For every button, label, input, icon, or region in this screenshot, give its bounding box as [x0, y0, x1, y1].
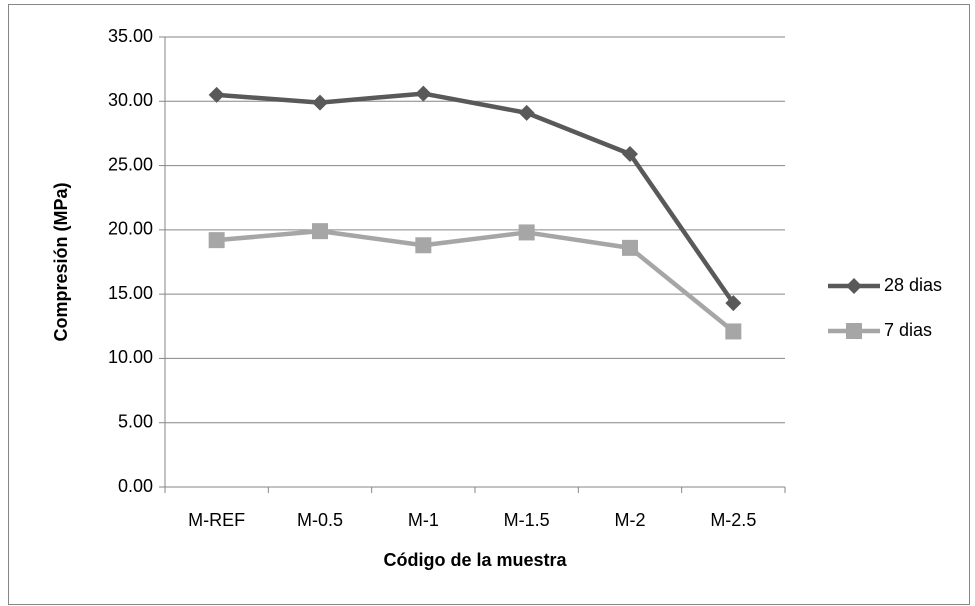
x-tick-label: M-0.5: [297, 510, 343, 530]
data-point: [415, 237, 432, 254]
x-axis-title: Código de la muestra: [383, 550, 567, 570]
data-point: [415, 85, 432, 102]
x-tick-label: M-REF: [188, 510, 245, 530]
data-point: [312, 223, 328, 240]
x-tick-label: M-1.5: [504, 510, 550, 530]
x-tick-label: M-2.5: [710, 510, 756, 530]
x-tick-label: M-2: [615, 510, 646, 530]
data-point: [622, 239, 638, 256]
y-tick-label: 25.00: [108, 154, 153, 174]
x-tick-label: M-1: [408, 510, 439, 530]
y-tick-label: 30.00: [108, 90, 153, 110]
legend-marker: [846, 278, 862, 294]
data-point: [725, 323, 742, 340]
data-point: [725, 295, 742, 312]
y-tick-label: 0.00: [118, 476, 153, 496]
data-point: [312, 94, 328, 111]
data-point: [622, 146, 638, 162]
legend-marker: [846, 323, 862, 339]
y-tick-label: 5.00: [118, 411, 153, 431]
legend-label: 28 dias: [884, 275, 942, 295]
y-tick-label: 15.00: [108, 283, 153, 303]
data-point: [208, 86, 225, 103]
y-tick-label: 35.00: [108, 26, 153, 46]
series-line: [216, 228, 735, 334]
y-axis-title: Compresión (MPa): [51, 182, 71, 341]
series-line: [216, 91, 736, 305]
data-point: [518, 224, 535, 241]
y-tick-label: 20.00: [108, 219, 153, 239]
y-tick-label: 10.00: [108, 347, 153, 367]
legend-label: 7 dias: [884, 320, 932, 340]
data-point: [208, 232, 225, 249]
data-point: [518, 104, 535, 121]
